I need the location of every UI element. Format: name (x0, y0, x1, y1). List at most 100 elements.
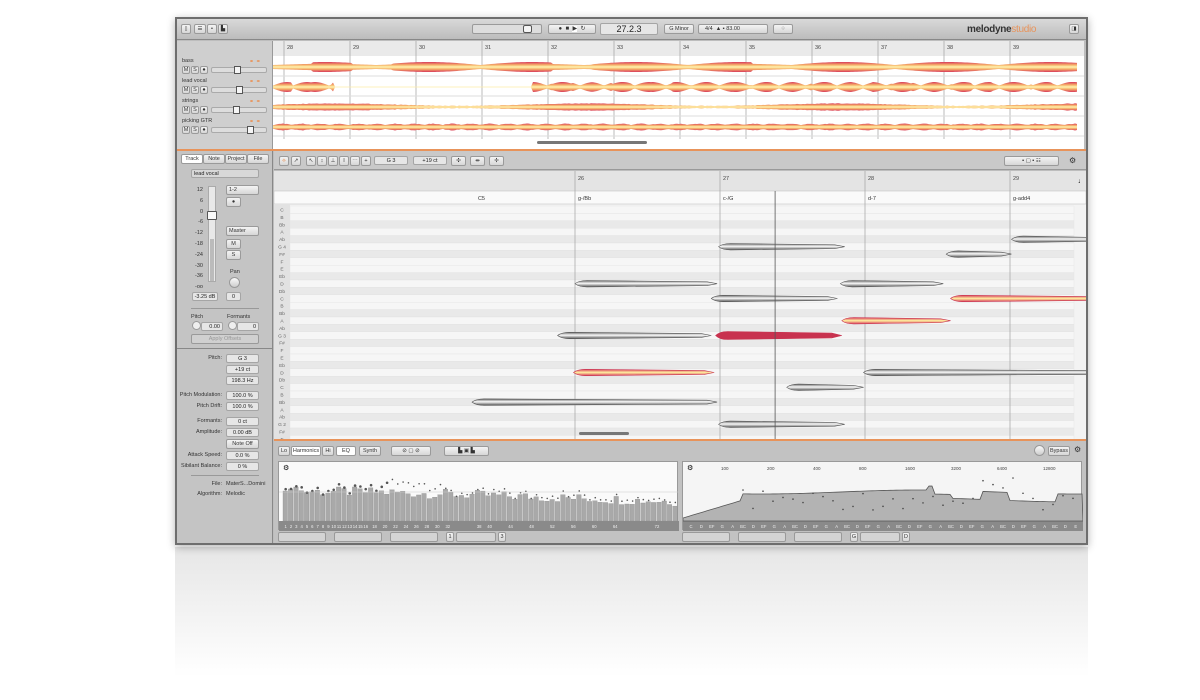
sound-tab-eq[interactable]: EQ (336, 446, 356, 456)
main-tool-icon[interactable]: ⟡ (279, 156, 289, 166)
formants-value[interactable]: 0 ct (226, 417, 259, 426)
track-record-button[interactable]: ● (200, 126, 208, 134)
formant-tool-icon[interactable]: ⋯ (350, 156, 360, 166)
note-view-icon[interactable]: • (207, 24, 217, 34)
metronome-icon[interactable]: ▲ (715, 26, 722, 32)
track-volume-slider[interactable] (211, 106, 267, 114)
track-record-button[interactable]: ● (200, 66, 208, 74)
eq-slider-2[interactable] (794, 532, 842, 542)
output-select[interactable]: Master (226, 226, 259, 236)
link-icons[interactable]: ⚭ ⚭ (249, 99, 261, 105)
eq-display[interactable]: ⚙ 100 200 400 800 1600 3200 6400 12800 C D EF G A BC D E… (682, 461, 1084, 531)
track-mute-button[interactable]: M (182, 126, 190, 134)
cycle-button[interactable]: ↻ (580, 26, 586, 32)
harm-step-left[interactable]: 1 (446, 532, 454, 542)
cents-value[interactable]: +19 ct (226, 365, 259, 374)
harmonic-filter-buttons[interactable]: ⊘ ▢ ⊘ (391, 446, 431, 456)
slider-handle[interactable] (247, 126, 254, 134)
pan-knob[interactable] (229, 277, 240, 288)
eq-slider-0[interactable] (682, 532, 730, 542)
link-icons[interactable]: ⚭ ⚭ (249, 79, 261, 85)
volume-value[interactable]: -3.25 dB (192, 292, 218, 301)
panel-divider[interactable] (177, 149, 1086, 151)
arrangement-timeline[interactable]: 28 29 30 31 32 33 34 35 36 37 38 39 (273, 41, 1084, 149)
pitch-drift-value[interactable]: 100.0 % (226, 402, 259, 411)
track-solo-button[interactable]: S (191, 126, 199, 134)
track-solo-button[interactable]: S (191, 106, 199, 114)
position-display[interactable]: 27.2.3 (600, 23, 658, 35)
pointer-tool-icon[interactable]: ↖ (306, 156, 316, 166)
amplitude-tool-icon[interactable]: I (339, 156, 349, 166)
pitch-mod-value[interactable]: 100.0 % (226, 391, 259, 400)
formants-offset-value[interactable]: 0 (237, 322, 259, 331)
note-pitch-field[interactable]: G 3 (374, 156, 408, 165)
sibilant-value[interactable]: 0 % (226, 462, 259, 471)
eq-step-slider[interactable] (860, 532, 900, 542)
bypass-button[interactable]: Bypass (1048, 446, 1070, 456)
mute-button[interactable]: M (226, 239, 241, 249)
sound-tab-lo[interactable]: Lo (278, 446, 290, 456)
panel-toggle-icon[interactable]: ◨ (1069, 24, 1079, 34)
track-volume-slider[interactable] (211, 126, 267, 134)
solo-button[interactable]: S (226, 250, 241, 260)
track-record-button[interactable]: ● (200, 106, 208, 114)
quantize-time-icon[interactable]: ⇹ (470, 156, 485, 166)
harmonic-display-buttons[interactable]: ▙ ▣ ▙ (444, 446, 489, 456)
freq-value[interactable]: 198.3 Hz (226, 376, 259, 385)
track-name-field[interactable]: lead vocal (191, 169, 259, 178)
link-icons[interactable]: ⚭ ⚭ (249, 119, 261, 125)
inspector-tab-file[interactable]: File (247, 154, 269, 164)
formants-offset-knob[interactable] (228, 321, 237, 330)
pitch-offset-knob[interactable] (192, 321, 201, 330)
attack-value[interactable]: 0.0 % (226, 451, 259, 460)
volume-fader[interactable] (207, 186, 217, 282)
record-enable-button[interactable]: ● (226, 197, 241, 207)
tempo-detect-icon[interactable]: ⁘ (773, 24, 793, 34)
settings-gear-icon[interactable]: ⚙ (1069, 156, 1077, 165)
view-options[interactable]: ▪ ▢ ▪ ☷ (1004, 156, 1059, 166)
inspector-tab-note[interactable]: Note (203, 154, 225, 164)
sound-tab-harmonics[interactable]: Harmonics (291, 446, 321, 456)
track-record-button[interactable]: ● (200, 86, 208, 94)
editor-scrollbar[interactable] (579, 432, 629, 435)
track-mute-button[interactable]: M (182, 106, 190, 114)
note-cents-field[interactable]: +19 ct (413, 156, 447, 165)
pitch-tool-icon[interactable]: ↗ (291, 156, 301, 166)
apply-offsets-button[interactable]: Apply Offsets (191, 334, 259, 344)
inspector-tab-project[interactable]: Project (225, 154, 247, 164)
harm-step-right[interactable]: 3 (498, 532, 506, 542)
slider-handle[interactable] (234, 66, 241, 74)
amplitude-value[interactable]: 0.00 dB (226, 428, 259, 437)
record-button[interactable]: ● (558, 26, 563, 32)
harmonics-display[interactable]: ⚙ 1 2 3 4 5 6 7 8 9 10 11 12 13 14 15 16 18 20 22 24 26 28 30 32… (278, 461, 679, 531)
zoom-slider[interactable] (472, 24, 542, 34)
harm-slider-2[interactable] (390, 532, 438, 542)
separation-tool-icon[interactable]: + (361, 156, 371, 166)
harm-slider-0[interactable] (278, 532, 326, 542)
sound-editor-icon[interactable]: ▙ (218, 24, 228, 34)
pitch-modulation-tool-icon[interactable]: ↕ (317, 156, 327, 166)
note-editor[interactable]: C B Bb A Ab G 4 F# F E Eb D Db C B Bb A Ab G 3 F# F E Eb D Db C B… (273, 171, 1166, 451)
track-volume-slider[interactable] (211, 86, 267, 94)
fader-handle[interactable] (207, 211, 217, 220)
track-mute-button[interactable]: M (182, 86, 190, 94)
track-mute-button[interactable]: M (182, 66, 190, 74)
harm-step-slider[interactable] (456, 532, 496, 542)
macro-icon[interactable]: ✢ (489, 156, 504, 166)
input-select[interactable]: 1-2 (226, 185, 259, 195)
slider-handle[interactable] (233, 106, 240, 114)
key-display[interactable]: G Minor (664, 24, 694, 34)
eq-slider-1[interactable] (738, 532, 786, 542)
pan-value[interactable]: 0 (226, 292, 241, 301)
pitch-value[interactable]: G 3 (226, 354, 259, 363)
sound-tab-synth[interactable]: Synth (359, 446, 381, 456)
link-icons[interactable]: ⚭ ⚭ (249, 59, 261, 65)
time-tool-icon[interactable]: ⊥ (328, 156, 338, 166)
panel-divider[interactable] (274, 439, 1086, 441)
sound-settings-gear-icon[interactable]: ⚙ (1074, 445, 1082, 454)
track-solo-button[interactable]: S (191, 66, 199, 74)
pitch-offset-value[interactable]: 0.00 (201, 322, 223, 331)
sound-tab-hi[interactable]: Hi (322, 446, 334, 456)
sidebar-toggle-icon[interactable]: ▯ (181, 24, 191, 34)
eq-step-right[interactable]: D (902, 532, 910, 542)
